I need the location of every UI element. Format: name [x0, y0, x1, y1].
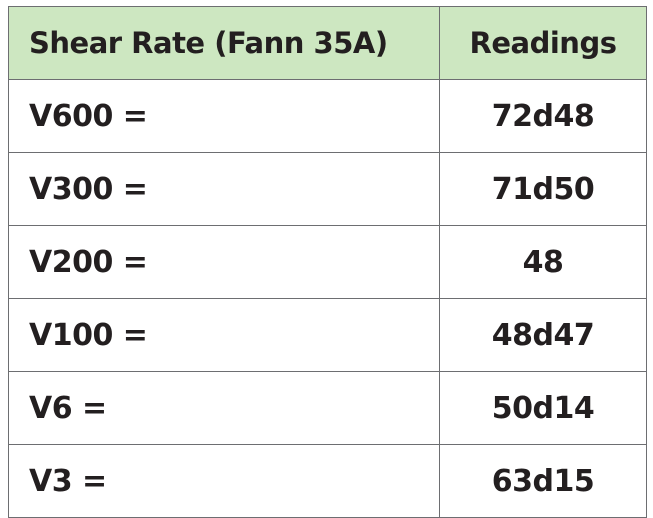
data-table-container: Shear Rate (Fann 35A) Readings V600 = 72…	[8, 6, 647, 518]
reading-cell: 63d15	[439, 444, 647, 518]
shear-rate-cell: V600 =	[8, 79, 440, 153]
table-row: V3 = 63d15	[8, 444, 647, 518]
shear-rate-cell: V3 =	[8, 444, 440, 518]
shear-rate-cell: V100 =	[8, 298, 440, 372]
header-readings: Readings	[439, 6, 647, 80]
header-shear-rate: Shear Rate (Fann 35A)	[8, 6, 440, 80]
table-row: V600 = 72d48	[8, 79, 647, 153]
shear-rate-cell: V300 =	[8, 152, 440, 226]
shear-rate-cell: V6 =	[8, 371, 440, 445]
table-header: Shear Rate (Fann 35A) Readings	[8, 6, 647, 80]
shear-rate-readings-table: Shear Rate (Fann 35A) Readings V600 = 72…	[8, 6, 647, 518]
table-row: V300 = 71d50	[8, 152, 647, 226]
table-row: V6 = 50d14	[8, 371, 647, 445]
reading-cell: 48	[439, 225, 647, 299]
header-row: Shear Rate (Fann 35A) Readings	[8, 6, 647, 80]
reading-cell: 48d47	[439, 298, 647, 372]
table-row: V200 = 48	[8, 225, 647, 299]
table-row: V100 = 48d47	[8, 298, 647, 372]
reading-cell: 71d50	[439, 152, 647, 226]
table-body: V600 = 72d48 V300 = 71d50 V200 = 48 V100…	[8, 79, 647, 518]
shear-rate-cell: V200 =	[8, 225, 440, 299]
reading-cell: 50d14	[439, 371, 647, 445]
reading-cell: 72d48	[439, 79, 647, 153]
